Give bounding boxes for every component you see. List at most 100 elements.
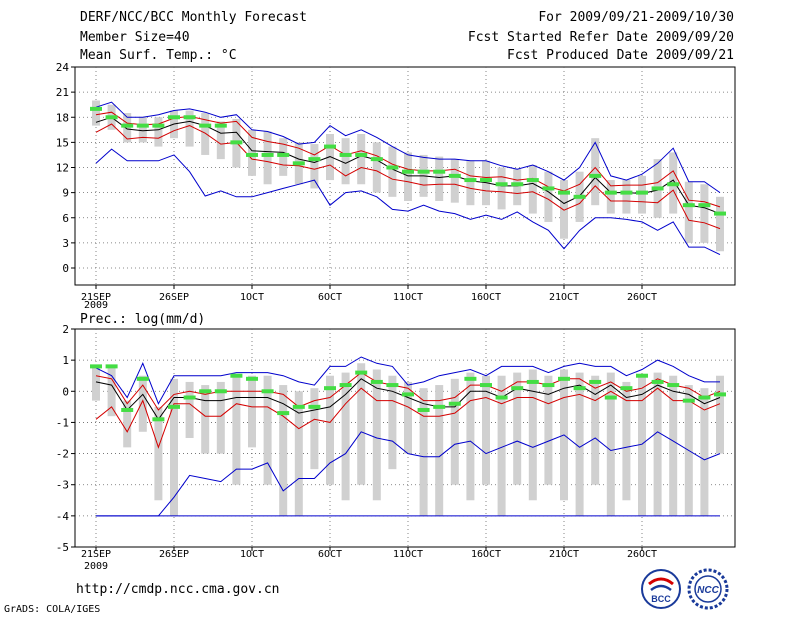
prec-min-line	[96, 431, 721, 517]
temp-spread-box	[388, 146, 397, 197]
temp-climatology-mark	[480, 178, 492, 183]
prec-climatology-mark	[480, 383, 492, 388]
prec-climatology-mark	[152, 417, 165, 422]
temp-spread-box	[310, 144, 319, 189]
temp-year-label: 2009	[84, 300, 108, 311]
temp-spread-box	[138, 117, 147, 143]
prec-ytick-label: -5	[56, 541, 69, 554]
temp-climatology-mark	[105, 115, 118, 120]
prec-title: Prec.: log(mm/d)	[80, 312, 205, 327]
prec-xtick-label: 6OCT	[318, 549, 342, 560]
temp-ytick-label: 18	[56, 111, 69, 124]
prec-spread-box	[544, 375, 553, 485]
temp-xtick-label: 26SEP	[159, 292, 189, 303]
temp-climatology-mark	[183, 115, 196, 120]
temp-ytick-label: 3	[62, 237, 69, 250]
prec-climatology-mark	[230, 373, 243, 378]
temp-climatology-mark	[526, 178, 539, 183]
prec-spread-box	[92, 366, 100, 401]
prec-lower-line	[95, 387, 721, 449]
prec-ytick-label: -1	[56, 416, 69, 429]
temp-spread-box	[450, 159, 459, 203]
prec-spread-box	[513, 372, 522, 485]
temp-spread-box	[622, 180, 631, 214]
temp-climatology-mark	[620, 190, 633, 195]
prec-spread-box	[372, 369, 381, 501]
variable-label: Mean Surf. Temp.: °C	[80, 48, 237, 63]
temp-climatology-mark	[199, 123, 212, 128]
prec-xtick-label: 1OCT	[240, 549, 264, 560]
prec-climatology-mark	[682, 398, 695, 403]
prec-climatology-mark	[214, 389, 227, 394]
prec-climatology-mark	[433, 404, 446, 409]
temp-lower-line	[95, 123, 721, 230]
prec-climatology-mark	[402, 392, 414, 397]
chart-title: DERF/NCC/BCC Monthly Forecast	[80, 10, 307, 25]
prec-climatology-mark	[308, 404, 321, 409]
prec-climatology-mark	[339, 383, 352, 388]
temp-climatology-mark	[417, 169, 430, 174]
temp-spread-box	[92, 100, 100, 126]
prec-spread-box	[404, 381, 412, 454]
temp-spread-box	[185, 110, 194, 147]
prec-climatology-mark	[526, 379, 539, 384]
prec-xtick-label: 11OCT	[393, 549, 423, 560]
prec-year-label: 2009	[84, 561, 108, 572]
temp-climatology-mark	[370, 157, 383, 162]
prec-spread-box	[310, 388, 319, 470]
temp-climatology-mark	[277, 152, 290, 157]
prec-spread-box	[575, 372, 584, 516]
prec-climatology-mark	[589, 379, 602, 384]
source-url[interactable]: http://cmdp.ncc.cma.gov.cn	[76, 582, 280, 597]
prec-xtick-label: 21SEP	[81, 549, 111, 560]
temp-spread-box	[466, 160, 475, 206]
prec-climatology-mark	[714, 392, 726, 397]
temp-max-line	[95, 101, 721, 194]
prec-climatology-mark	[324, 386, 336, 391]
temp-spread-box	[497, 167, 506, 210]
temp-climatology-mark	[292, 161, 305, 166]
prec-spread-box	[700, 388, 709, 516]
temp-xtick-label: 11OCT	[393, 292, 423, 303]
prec-spread-box	[606, 372, 615, 516]
temp-climatology-mark	[308, 157, 321, 162]
temp-ytick-label: 15	[56, 136, 69, 149]
prec-climatology-mark	[558, 376, 570, 381]
prec-spread-box	[216, 381, 225, 454]
prec-spread-box	[263, 375, 272, 485]
prec-spread-box	[201, 385, 210, 454]
temp-climatology-mark	[152, 123, 165, 128]
temp-ytick-label: 21	[56, 86, 69, 99]
temp-spread-box	[263, 131, 272, 185]
temp-climatology-mark	[324, 144, 336, 149]
prec-spread-box	[170, 378, 178, 516]
temp-climatology-mark	[495, 182, 508, 187]
temp-climatology-mark	[573, 194, 586, 199]
temp-xtick-label: 16OCT	[471, 292, 501, 303]
prec-climatology-mark	[183, 395, 196, 400]
temp-xtick-label: 21OCT	[549, 292, 579, 303]
grads-credit: GrADS: COLA/IGES	[4, 604, 101, 615]
prec-spread-box	[435, 385, 444, 516]
prec-ytick-label: -2	[56, 448, 69, 461]
prec-spread-box	[466, 372, 475, 501]
prec-spread-box	[419, 388, 428, 516]
temp-climatology-mark	[667, 182, 680, 187]
temp-climatology-mark	[402, 169, 414, 174]
prec-xtick-label: 21OCT	[549, 549, 579, 560]
prec-climatology-mark	[199, 389, 212, 394]
prec-climatology-mark	[277, 411, 290, 416]
temp-spread-box	[216, 121, 225, 160]
temp-climatology-mark	[246, 152, 258, 157]
prec-climatology-mark	[542, 383, 555, 388]
temp-ytick-label: 24	[56, 61, 70, 74]
prec-spread-box	[279, 385, 288, 516]
prec-mean-line	[95, 378, 721, 421]
ncc-logo: NCC	[687, 568, 729, 610]
temp-spread-box	[357, 134, 366, 185]
prec-spread-box	[123, 400, 132, 448]
temp-spread-box	[123, 113, 132, 143]
temp-climatology-mark	[636, 190, 648, 195]
temp-climatology-mark	[558, 190, 570, 195]
temp-climatology-mark	[698, 203, 711, 208]
